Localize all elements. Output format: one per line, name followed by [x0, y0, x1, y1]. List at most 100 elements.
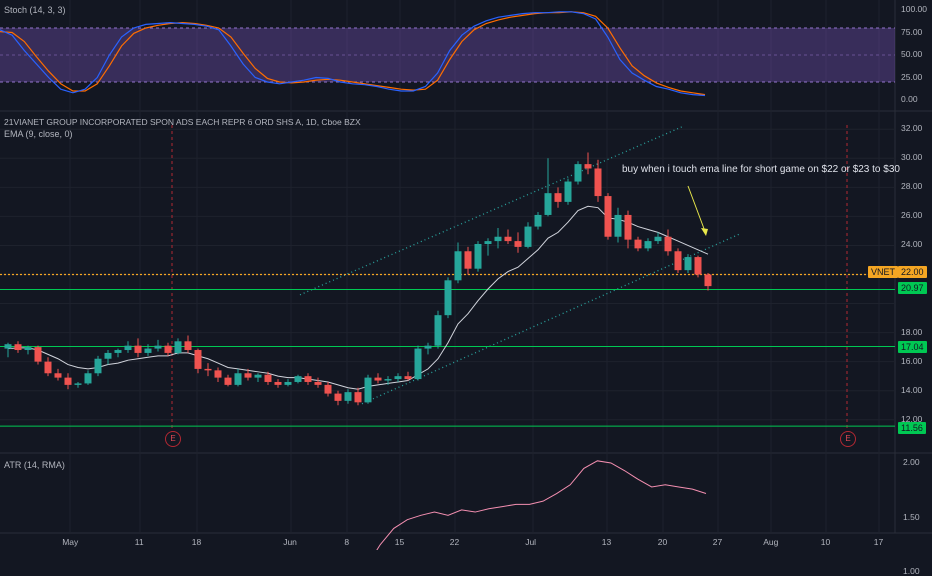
last-price-tag: 22.00: [898, 266, 927, 278]
candle-body: [114, 350, 122, 353]
candle-body: [404, 376, 412, 380]
chart-canvas[interactable]: [0, 0, 932, 550]
stoch-title: Stoch (14, 3, 3): [4, 5, 66, 15]
candle-body: [224, 377, 232, 385]
candle-body: [464, 251, 472, 269]
candle-body: [194, 350, 202, 369]
stoch-axis-label: 50.00: [901, 49, 923, 59]
candle-body: [104, 352, 112, 359]
stoch-axis-label: 25.00: [901, 71, 923, 82]
stoch-axis-label: 100.00: [901, 4, 927, 14]
candle-body: [674, 251, 682, 271]
candle-body: [534, 214, 542, 227]
candle-body: [394, 376, 402, 380]
candle-body: [74, 383, 82, 385]
time-axis-label: 20: [657, 537, 668, 547]
candle-body: [694, 257, 702, 275]
candle-body: [244, 373, 252, 378]
candle-body: [434, 315, 442, 346]
price-axis-label: 28.00: [901, 181, 923, 192]
candle-body: [524, 226, 532, 247]
time-axis-label: 18: [191, 537, 202, 547]
candle-body: [654, 236, 662, 242]
ema-title: EMA (9, close, 0): [4, 129, 73, 139]
candle-body: [124, 345, 132, 351]
time-axis-label: Aug: [763, 537, 779, 547]
time-axis-label: 11: [134, 537, 144, 547]
candle-body: [84, 373, 92, 384]
candle-body: [634, 239, 642, 249]
symbol-title: 21VIANET GROUP INCORPORATED SPON ADS EAC…: [4, 117, 361, 127]
candle-body: [424, 345, 432, 349]
price-axis-label: 14.00: [901, 384, 923, 395]
candle-body: [334, 393, 342, 401]
candle-body: [214, 370, 222, 378]
stoch-d-line: [0, 11, 706, 96]
atr-axis-label: 2.00: [903, 457, 920, 467]
candle-body: [644, 241, 652, 249]
candle-body: [504, 236, 512, 242]
candle-body: [144, 348, 152, 353]
candle-body: [44, 361, 52, 374]
atr-line: [376, 460, 707, 550]
candle-body: [474, 244, 482, 269]
atr-axis-label: 1.00: [903, 566, 920, 576]
price-axis-label: 30.00: [901, 152, 923, 163]
trade-annotation: buy when i touch ema line for short game…: [622, 164, 900, 175]
candle-body: [594, 168, 602, 197]
time-axis-label: 10: [820, 537, 831, 547]
candle-body: [4, 344, 12, 349]
time-axis-label: May: [62, 537, 79, 547]
price-axis-label: 16.00: [901, 355, 923, 366]
candle-body: [94, 358, 102, 374]
candle-body: [34, 347, 42, 362]
price-axis-label: 24.00: [901, 239, 923, 250]
candle-body: [184, 341, 192, 351]
candle-body: [374, 377, 382, 381]
candle-body: [514, 241, 522, 247]
candle-body: [344, 392, 352, 401]
atr-title: ATR (14, RMA): [4, 460, 65, 470]
candle-body: [284, 381, 292, 385]
time-axis-label: 17: [873, 537, 884, 547]
stoch-axis-label: 75.00: [901, 26, 923, 37]
stoch-axis-label: 0.00: [901, 94, 918, 104]
candle-body: [414, 348, 422, 380]
time-axis-label: 13: [601, 537, 612, 547]
candle-body: [444, 280, 452, 316]
candle-body: [54, 373, 62, 378]
price-axis-label: 12.00: [901, 413, 923, 424]
level-tag-a: 20.97: [898, 282, 927, 294]
annotation-arrowhead: [701, 228, 708, 236]
candle-body: [664, 236, 672, 252]
time-axis-label: Jul: [525, 537, 537, 547]
candle-body: [314, 381, 322, 385]
candle-body: [584, 164, 592, 169]
candle-body: [234, 373, 242, 385]
time-axis-label: 22: [449, 537, 460, 547]
level-tag-c: 11.56: [898, 422, 926, 434]
level-tag-b: 17.04: [898, 341, 927, 353]
candle-body: [564, 181, 572, 202]
candle-body: [684, 257, 692, 271]
candle-body: [354, 392, 362, 403]
trend-channel-upper: [299, 125, 684, 296]
earnings-badge[interactable]: E: [840, 431, 856, 447]
candle-body: [364, 377, 372, 403]
earnings-badge[interactable]: E: [165, 431, 181, 447]
candle-body: [544, 193, 552, 215]
candle-body: [254, 374, 262, 378]
candle-body: [494, 236, 502, 242]
candle-body: [384, 379, 392, 381]
candle-body: [604, 196, 612, 237]
candle-body: [574, 164, 582, 182]
candle-body: [624, 214, 632, 240]
time-axis-label: 8: [344, 537, 350, 547]
time-axis-label: 27: [712, 537, 723, 547]
price-axis-label: 32.00: [901, 123, 923, 134]
candle-body: [614, 214, 622, 237]
candle-body: [294, 376, 302, 382]
annotation-arrow: [687, 185, 707, 235]
candle-body: [204, 368, 212, 371]
candle-body: [264, 374, 272, 382]
